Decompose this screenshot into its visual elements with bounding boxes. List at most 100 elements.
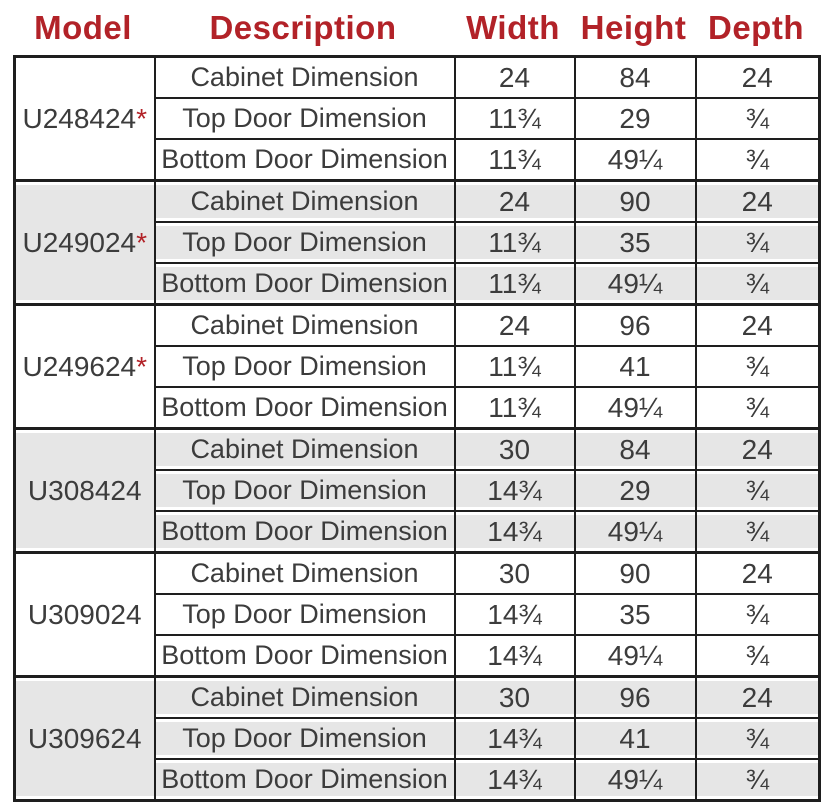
- description-cell: Cabinet Dimension: [153, 427, 456, 471]
- model-number: U308424: [27, 474, 142, 506]
- height-cell: 84: [573, 55, 697, 99]
- description-cell: Bottom Door Dimension: [153, 634, 456, 678]
- width-cell: 30: [453, 427, 576, 471]
- model-number: U249024: [22, 226, 137, 258]
- width-cell: 24: [453, 55, 576, 99]
- table-row: Top Door Dimension 14¾ 29 ¾: [15, 469, 821, 512]
- depth-cell: 24: [694, 551, 821, 595]
- height-cell: 29: [573, 97, 697, 140]
- height-cell: 49¼: [573, 262, 697, 306]
- width-cell: 30: [453, 551, 576, 595]
- description-cell: Bottom Door Dimension: [153, 262, 456, 306]
- width-cell: 24: [453, 179, 576, 223]
- height-cell: 49¼: [573, 386, 697, 430]
- description-cell: Top Door Dimension: [153, 345, 456, 388]
- description-cell: Top Door Dimension: [153, 221, 456, 264]
- height-cell: 90: [573, 179, 697, 223]
- height-cell: 41: [573, 345, 697, 388]
- width-cell: 24: [453, 303, 576, 347]
- description-cell: Bottom Door Dimension: [153, 386, 456, 430]
- height-cell: 35: [573, 221, 697, 264]
- asterisk-marker: *: [136, 350, 148, 382]
- model-group: U249024* Cabinet Dimension 24 90 24 Top Door …: [13, 179, 821, 306]
- table-row: Bottom Door Dimension 14¾ 49¼ ¾: [15, 634, 821, 678]
- depth-cell: 24: [694, 427, 821, 471]
- table-row: U308424 Cabinet Dimension 30 84 24: [13, 427, 821, 554]
- model-number: U309024: [27, 598, 142, 630]
- depth-cell: ¾: [694, 634, 821, 678]
- header-model: Model: [34, 8, 132, 46]
- height-cell: 96: [573, 675, 697, 719]
- model-group: U309624 Cabinet Dimension 30 96 24 Top Door D…: [13, 675, 821, 802]
- depth-cell: ¾: [694, 717, 821, 760]
- depth-cell: ¾: [694, 593, 821, 636]
- height-cell: 29: [573, 469, 697, 512]
- description-cell: Top Door Dimension: [153, 717, 456, 760]
- table-row: U248424* Cabinet Dimension 24 84 24: [13, 55, 821, 182]
- width-cell: 14¾: [453, 593, 576, 636]
- table-header: Model Description Width Height Depth: [13, 0, 826, 55]
- depth-cell: ¾: [694, 97, 821, 140]
- height-cell: 96: [573, 303, 697, 347]
- depth-cell: ¾: [694, 262, 821, 306]
- model-number: U249624: [22, 350, 137, 382]
- width-cell: 11¾: [453, 345, 576, 388]
- description-cell: Bottom Door Dimension: [153, 758, 456, 802]
- table-row: U309024 Cabinet Dimension 30 90 24: [13, 551, 821, 678]
- depth-cell: ¾: [694, 758, 821, 802]
- width-cell: 14¾: [453, 510, 576, 554]
- table-row: Top Door Dimension 14¾ 35 ¾: [15, 593, 821, 636]
- depth-cell: ¾: [694, 510, 821, 554]
- model-group: U248424* Cabinet Dimension 24 84 24 Top Door …: [13, 55, 821, 182]
- model-number: U248424: [22, 102, 137, 134]
- width-cell: 14¾: [453, 469, 576, 512]
- table-row: Top Door Dimension 14¾ 41 ¾: [15, 717, 821, 760]
- depth-cell: 24: [694, 675, 821, 719]
- model-cell: U248424*: [13, 55, 156, 182]
- header-description: Description: [209, 8, 397, 46]
- width-cell: 11¾: [453, 97, 576, 140]
- description-cell: Bottom Door Dimension: [153, 138, 456, 182]
- height-cell: 49¼: [573, 634, 697, 678]
- width-cell: 30: [453, 675, 576, 719]
- height-cell: 49¼: [573, 138, 697, 182]
- depth-cell: 24: [694, 55, 821, 99]
- table-row: Top Door Dimension 11¾ 41 ¾: [15, 345, 821, 388]
- height-cell: 35: [573, 593, 697, 636]
- table-row: Bottom Door Dimension 14¾ 49¼ ¾: [15, 510, 821, 554]
- model-group: U249624* Cabinet Dimension 24 96 24 Top Door …: [13, 303, 821, 430]
- height-cell: 84: [573, 427, 697, 471]
- width-cell: 11¾: [453, 386, 576, 430]
- model-cell: U249624*: [13, 303, 156, 430]
- table-row: Top Door Dimension 11¾ 35 ¾: [15, 221, 821, 264]
- model-cell: U309024: [13, 551, 156, 678]
- depth-cell: ¾: [694, 345, 821, 388]
- height-cell: 49¼: [573, 758, 697, 802]
- table-row: U249024* Cabinet Dimension 24 90 24: [13, 179, 821, 306]
- description-cell: Top Door Dimension: [153, 469, 456, 512]
- width-cell: 11¾: [453, 138, 576, 182]
- description-cell: Cabinet Dimension: [153, 551, 456, 595]
- description-cell: Top Door Dimension: [153, 97, 456, 140]
- depth-cell: ¾: [694, 221, 821, 264]
- depth-cell: 24: [694, 303, 821, 347]
- width-cell: 14¾: [453, 717, 576, 760]
- model-group: U309024 Cabinet Dimension 30 90 24 Top Door D…: [13, 551, 821, 678]
- description-cell: Cabinet Dimension: [153, 303, 456, 347]
- width-cell: 11¾: [453, 221, 576, 264]
- table-row: Bottom Door Dimension 11¾ 49¼ ¾: [15, 262, 821, 306]
- depth-cell: ¾: [694, 386, 821, 430]
- depth-cell: ¾: [694, 138, 821, 182]
- model-cell: U309624: [13, 675, 156, 802]
- dimensions-table: U248424* Cabinet Dimension 24 84 24 Top Door …: [13, 55, 821, 802]
- header-width: Width: [466, 8, 560, 46]
- height-cell: 49¼: [573, 510, 697, 554]
- description-cell: Cabinet Dimension: [153, 179, 456, 223]
- table-row: Top Door Dimension 11¾ 29 ¾: [15, 97, 821, 140]
- description-cell: Bottom Door Dimension: [153, 510, 456, 554]
- model-group: U308424 Cabinet Dimension 30 84 24 Top Door D…: [13, 427, 821, 554]
- model-number: U309624: [27, 722, 142, 754]
- asterisk-marker: *: [136, 226, 148, 258]
- asterisk-marker: *: [136, 102, 148, 134]
